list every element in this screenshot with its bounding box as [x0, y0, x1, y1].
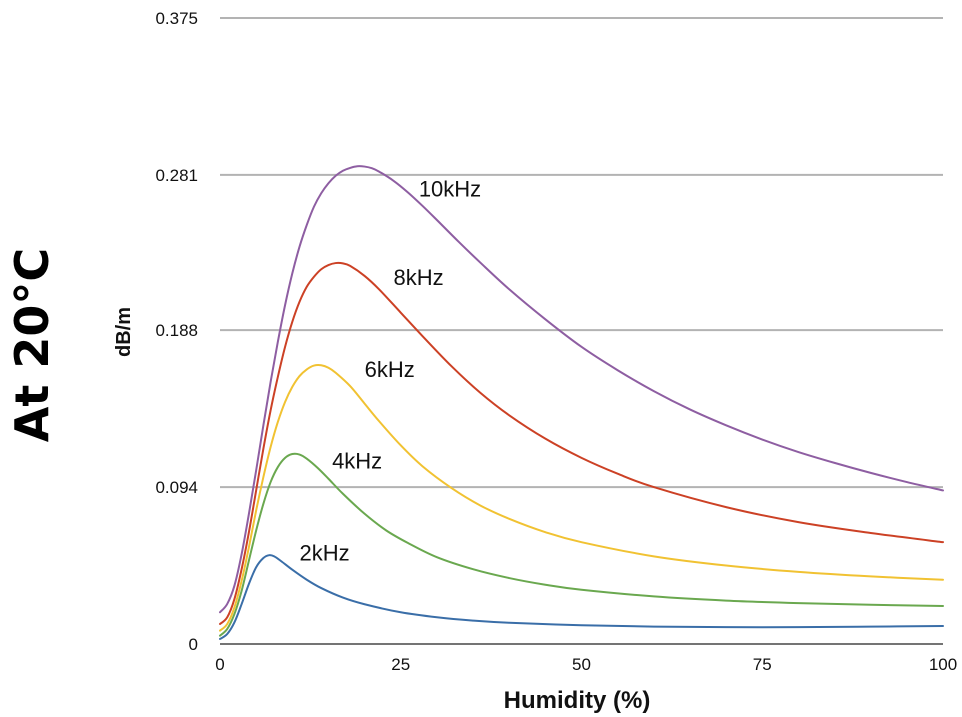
- series-line-10khz: [219, 165, 944, 614]
- series-line-2khz: [219, 554, 944, 640]
- y-tick-label: 0.094: [155, 478, 198, 497]
- x-tick-label: 50: [572, 655, 591, 674]
- x-axis-title: Humidity (%): [504, 687, 651, 714]
- y-tick-label: 0.281: [155, 166, 198, 185]
- side-title: At 20°C: [5, 248, 59, 442]
- series-line-4khz: [219, 452, 944, 637]
- series-line-8khz: [219, 261, 944, 625]
- series-line-6khz: [219, 363, 944, 632]
- y-tick-labels: 0 0.094 0.188 0.281 0.375: [155, 9, 198, 654]
- grid-lines: [220, 17, 943, 489]
- series-group: [219, 165, 944, 640]
- y-tick-label: 0.188: [155, 321, 198, 340]
- series-label-8khz: 8kHz: [394, 265, 444, 290]
- y-axis-title: dB/m: [113, 307, 135, 357]
- series-labels: 2kHz 4kHz 6kHz 8kHz 10kHz: [300, 177, 482, 566]
- series-label-4khz: 4kHz: [332, 449, 382, 474]
- x-tick-label: 0: [215, 655, 224, 674]
- y-tick-label: 0: [189, 635, 198, 654]
- y-tick-label: 0.375: [155, 9, 198, 28]
- x-tick-label: 75: [753, 655, 772, 674]
- x-tick-label: 100: [929, 655, 957, 674]
- series-label-10khz: 10kHz: [419, 177, 481, 202]
- series-label-2khz: 2kHz: [300, 541, 350, 566]
- series-label-6khz: 6kHz: [365, 357, 415, 382]
- x-tick-label: 25: [391, 655, 410, 674]
- x-tick-labels: 0 25 50 75 100: [215, 655, 957, 674]
